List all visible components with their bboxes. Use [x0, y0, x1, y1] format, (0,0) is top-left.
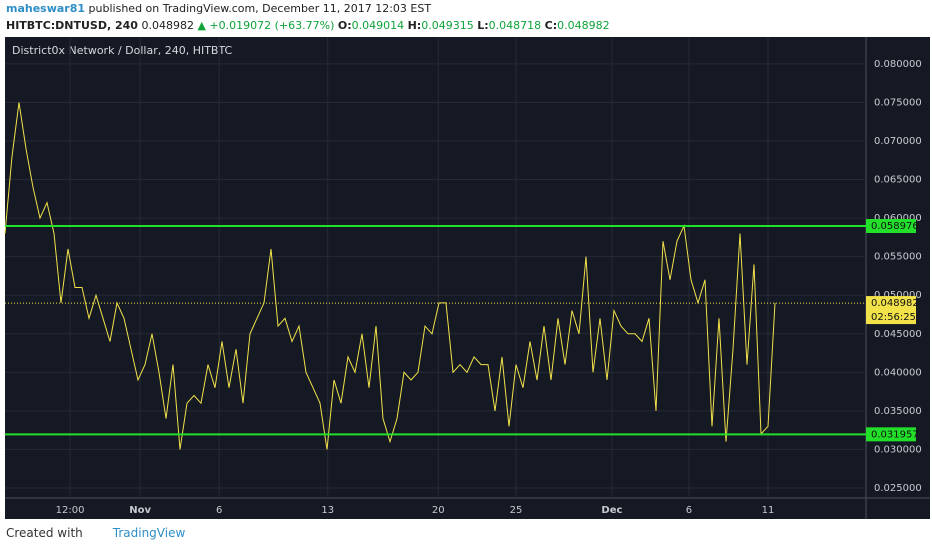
x-tick-label: 13 — [321, 505, 334, 516]
y-tick-label: 0.050000 — [874, 290, 922, 301]
y-tick-label: 0.070000 — [874, 136, 922, 147]
y-tick-label: 0.030000 — [874, 444, 922, 455]
level-label: 0.058976 — [871, 221, 919, 232]
brand[interactable]: TradingView — [112, 526, 186, 540]
y-tick-label: 0.075000 — [874, 97, 922, 108]
footer: Created with TradingView — [6, 526, 185, 540]
h: 0.049315 — [421, 19, 474, 32]
header: maheswar81 published on TradingView.com,… — [6, 0, 610, 34]
x-tick-label: 25 — [510, 505, 523, 516]
y-tick-label: 0.065000 — [874, 175, 922, 186]
y-tick-label: 0.060000 — [874, 213, 922, 224]
change: ▲ +0.019072 (+63.77%) — [197, 19, 335, 32]
x-tick-label: 11 — [762, 505, 775, 516]
y-tick-label: 0.040000 — [874, 367, 922, 378]
c: 0.048982 — [557, 19, 610, 32]
x-tick-label: 6 — [686, 505, 692, 516]
price: 0.048982 — [141, 19, 194, 32]
publish-line: maheswar81 published on TradingView.com,… — [6, 0, 610, 17]
countdown: 02:56:25 — [871, 312, 916, 323]
level-tag — [866, 427, 916, 442]
o: 0.049014 — [351, 19, 405, 32]
chart-title: District0x Network / Dollar, 240, HITBTC — [12, 44, 233, 57]
last-tag — [866, 296, 916, 325]
y-tick-label: 0.055000 — [874, 252, 922, 263]
author[interactable]: maheswar81 — [6, 2, 86, 15]
x-tick-label: 20 — [432, 505, 445, 516]
x-tick-label: Dec — [601, 505, 622, 516]
l-label: L: — [477, 19, 489, 32]
quote-line: HITBTC:DNTUSD, 240 0.048982 ▲ +0.019072 … — [6, 17, 610, 34]
level-label: 0.031957 — [871, 429, 919, 440]
level-tag — [866, 219, 916, 234]
symbol: HITBTC:DNTUSD, 240 — [6, 19, 138, 32]
price-line — [4, 102, 776, 450]
l: 0.048718 — [488, 19, 542, 32]
o-label: O: — [337, 19, 352, 32]
last-label: 0.048982 — [871, 298, 919, 309]
published: published on TradingView.com, December 1… — [88, 2, 432, 15]
y-tick-label: 0.045000 — [874, 329, 922, 340]
x-tick-label: Nov — [129, 505, 151, 516]
c-label: C: — [544, 19, 558, 32]
h-label: H: — [407, 19, 422, 32]
y-tick-label: 0.025000 — [874, 483, 922, 494]
x-tick-label: 12:00 — [56, 505, 85, 516]
y-tick-label: 0.035000 — [874, 406, 922, 417]
x-tick-label: 6 — [216, 505, 222, 516]
panel — [5, 37, 930, 519]
y-tick-label: 0.080000 — [874, 59, 922, 70]
created: Created with — [6, 526, 83, 540]
